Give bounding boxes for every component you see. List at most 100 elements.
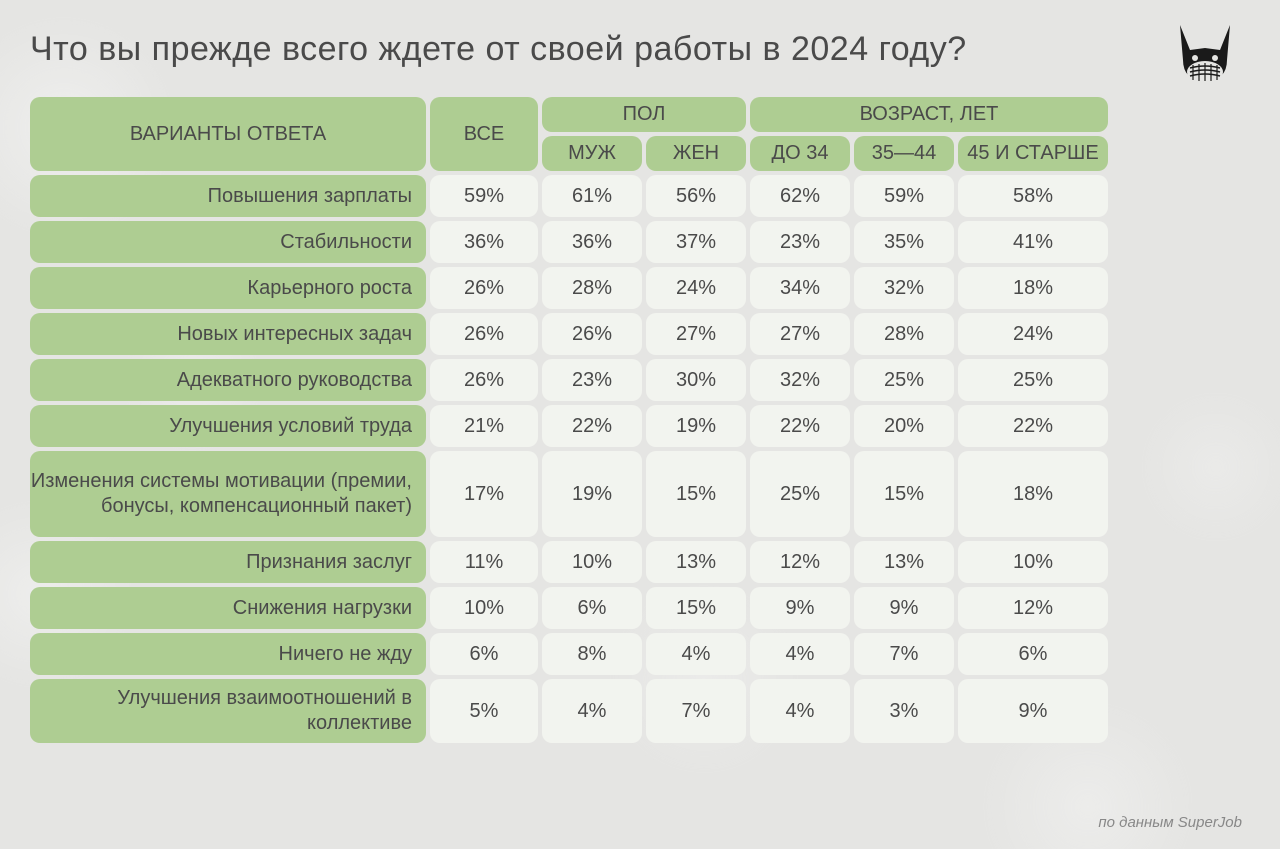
header-sex-m: МУЖ xyxy=(542,136,642,171)
cell-all: 59% xyxy=(430,175,538,217)
header-sex-f: ЖЕН xyxy=(646,136,746,171)
row-label: Стабильности xyxy=(30,221,426,263)
cell-sex-f: 15% xyxy=(646,451,746,537)
cell-sex-f: 27% xyxy=(646,313,746,355)
table-row: Стабильности36%36%37%23%35%41% xyxy=(30,221,1250,263)
cell-age-3: 18% xyxy=(958,451,1108,537)
header-age-1: ДО 34 xyxy=(750,136,850,171)
cell-sex-m: 28% xyxy=(542,267,642,309)
cell-sex-f: 7% xyxy=(646,679,746,743)
cat-logo-icon xyxy=(1165,20,1245,100)
header-sex-group: ПОЛ xyxy=(542,97,746,132)
cell-age-2: 25% xyxy=(854,359,954,401)
cell-all: 6% xyxy=(430,633,538,675)
cell-sex-m: 6% xyxy=(542,587,642,629)
row-label: Изменения системы мотивации (премии, бон… xyxy=(30,451,426,537)
cell-age-2: 59% xyxy=(854,175,954,217)
cell-sex-f: 56% xyxy=(646,175,746,217)
cell-age-2: 28% xyxy=(854,313,954,355)
cell-age-1: 34% xyxy=(750,267,850,309)
cell-all: 11% xyxy=(430,541,538,583)
cell-age-3: 10% xyxy=(958,541,1108,583)
cell-age-1: 23% xyxy=(750,221,850,263)
header-age-group: ВОЗРАСТ, ЛЕТ xyxy=(750,97,1108,132)
cell-all: 26% xyxy=(430,313,538,355)
page-title: Что вы прежде всего ждете от своей работ… xyxy=(30,30,1250,69)
survey-table: ВАРИАНТЫ ОТВЕТА ВСЕ ПОЛ МУЖ ЖЕН ВОЗРАСТ,… xyxy=(30,97,1250,743)
cell-age-3: 22% xyxy=(958,405,1108,447)
cell-age-2: 20% xyxy=(854,405,954,447)
table-row: Повышения зарплаты59%61%56%62%59%58% xyxy=(30,175,1250,217)
row-label: Карьерного роста xyxy=(30,267,426,309)
cell-sex-f: 30% xyxy=(646,359,746,401)
cell-age-1: 32% xyxy=(750,359,850,401)
header-answer: ВАРИАНТЫ ОТВЕТА xyxy=(30,97,426,171)
cell-age-1: 27% xyxy=(750,313,850,355)
cell-all: 17% xyxy=(430,451,538,537)
cell-sex-m: 4% xyxy=(542,679,642,743)
header-all: ВСЕ xyxy=(430,97,538,171)
table-row: Изменения системы мотивации (премии, бон… xyxy=(30,451,1250,537)
cell-sex-m: 19% xyxy=(542,451,642,537)
row-label: Улучшения условий труда xyxy=(30,405,426,447)
table-row: Снижения нагрузки10%6%15%9%9%12% xyxy=(30,587,1250,629)
cell-age-2: 9% xyxy=(854,587,954,629)
cell-age-1: 25% xyxy=(750,451,850,537)
cell-sex-f: 37% xyxy=(646,221,746,263)
header-age-2: 35—44 xyxy=(854,136,954,171)
row-label: Улучшения взаимоотношений в коллективе xyxy=(30,679,426,743)
table-header-row: ВАРИАНТЫ ОТВЕТА ВСЕ ПОЛ МУЖ ЖЕН ВОЗРАСТ,… xyxy=(30,97,1250,171)
cell-sex-f: 4% xyxy=(646,633,746,675)
cell-age-1: 22% xyxy=(750,405,850,447)
table-row: Ничего не жду6%8%4%4%7%6% xyxy=(30,633,1250,675)
cell-sex-f: 13% xyxy=(646,541,746,583)
cell-age-2: 7% xyxy=(854,633,954,675)
cell-age-1: 12% xyxy=(750,541,850,583)
cell-age-2: 13% xyxy=(854,541,954,583)
cell-age-1: 9% xyxy=(750,587,850,629)
cell-age-3: 41% xyxy=(958,221,1108,263)
table-row: Карьерного роста26%28%24%34%32%18% xyxy=(30,267,1250,309)
table-row: Улучшения условий труда21%22%19%22%20%22… xyxy=(30,405,1250,447)
cell-age-3: 58% xyxy=(958,175,1108,217)
cell-sex-m: 10% xyxy=(542,541,642,583)
table-row: Новых интересных задач26%26%27%27%28%24% xyxy=(30,313,1250,355)
cell-sex-m: 23% xyxy=(542,359,642,401)
row-label: Новых интересных задач xyxy=(30,313,426,355)
cell-all: 36% xyxy=(430,221,538,263)
cell-all: 26% xyxy=(430,359,538,401)
cell-age-3: 24% xyxy=(958,313,1108,355)
cell-sex-m: 36% xyxy=(542,221,642,263)
cell-age-2: 32% xyxy=(854,267,954,309)
cell-sex-f: 15% xyxy=(646,587,746,629)
cell-sex-m: 8% xyxy=(542,633,642,675)
header-age-3: 45 И СТАРШЕ xyxy=(958,136,1108,171)
cell-age-3: 6% xyxy=(958,633,1108,675)
cell-age-2: 35% xyxy=(854,221,954,263)
table-row: Адекватного руководства26%23%30%32%25%25… xyxy=(30,359,1250,401)
cell-all: 10% xyxy=(430,587,538,629)
row-label: Повышения зарплаты xyxy=(30,175,426,217)
row-label: Снижения нагрузки xyxy=(30,587,426,629)
cell-age-1: 4% xyxy=(750,679,850,743)
cell-age-2: 15% xyxy=(854,451,954,537)
row-label: Признания заслуг xyxy=(30,541,426,583)
cell-all: 21% xyxy=(430,405,538,447)
cell-sex-f: 24% xyxy=(646,267,746,309)
cell-all: 5% xyxy=(430,679,538,743)
table-row: Улучшения взаимоотношений в коллективе5%… xyxy=(30,679,1250,743)
cell-age-1: 62% xyxy=(750,175,850,217)
row-label: Ничего не жду xyxy=(30,633,426,675)
cell-age-3: 12% xyxy=(958,587,1108,629)
cell-all: 26% xyxy=(430,267,538,309)
data-source-footer: по данным SuperJob xyxy=(1098,814,1242,831)
cell-age-3: 18% xyxy=(958,267,1108,309)
row-label: Адекватного руководства xyxy=(30,359,426,401)
cell-sex-m: 61% xyxy=(542,175,642,217)
table-row: Признания заслуг11%10%13%12%13%10% xyxy=(30,541,1250,583)
cell-age-3: 9% xyxy=(958,679,1108,743)
cell-sex-f: 19% xyxy=(646,405,746,447)
cell-sex-m: 26% xyxy=(542,313,642,355)
cell-age-2: 3% xyxy=(854,679,954,743)
cell-age-3: 25% xyxy=(958,359,1108,401)
